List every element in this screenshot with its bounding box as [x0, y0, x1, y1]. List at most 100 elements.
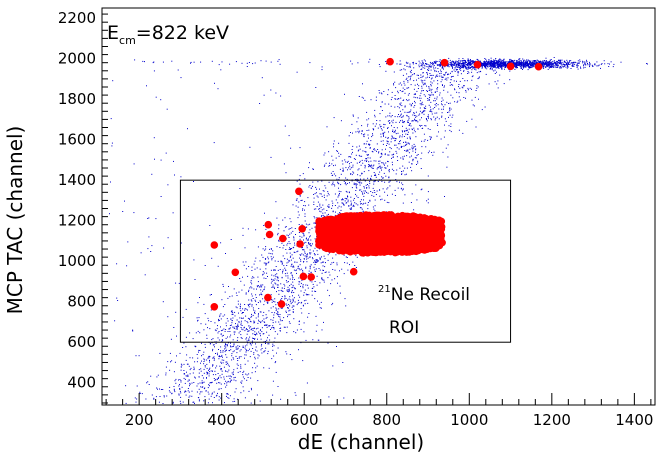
- band-event-dot: [278, 314, 279, 316]
- band-event-dot: [222, 362, 224, 364]
- band-event-dot: [488, 83, 490, 85]
- band-event-dot: [349, 163, 350, 165]
- band-event-dot: [463, 70, 465, 72]
- band-event-dot: [263, 333, 265, 335]
- band-event-dot: [457, 100, 459, 102]
- band-event-dot: [252, 367, 254, 369]
- band-event-dot: [447, 156, 449, 158]
- band-event-dot: [151, 394, 153, 396]
- band-event-dot: [225, 325, 227, 327]
- band-event-dot: [422, 80, 424, 82]
- band-event-dot: [259, 400, 261, 402]
- band-event-dot: [226, 356, 228, 358]
- band-event-dot: [393, 127, 395, 128]
- band-event-dot: [279, 269, 281, 270]
- band-event-dot: [302, 249, 304, 251]
- band-event-dot: [289, 278, 291, 280]
- band-event-dot: [306, 247, 308, 249]
- band-event-dot: [428, 70, 430, 71]
- band-event-dot: [335, 175, 337, 177]
- band-event-dot: [267, 350, 269, 352]
- beam-event-dot: [502, 63, 503, 65]
- band-event-dot: [429, 129, 431, 130]
- band-event-dot: [350, 167, 352, 169]
- stray-event-dot: [290, 221, 292, 223]
- beam-event-dot: [448, 66, 450, 68]
- beam-event-dot: [248, 62, 250, 63]
- stray-event-dot: [133, 212, 135, 214]
- band-event-dot: [315, 192, 317, 194]
- band-event-dot: [293, 265, 294, 267]
- beam-event-dot: [551, 65, 553, 67]
- band-event-dot: [373, 181, 375, 183]
- band-event-dot: [298, 214, 300, 216]
- band-event-dot: [203, 351, 205, 353]
- band-event-dot: [180, 380, 182, 382]
- band-event-dot: [352, 261, 354, 263]
- beam-event-dot: [521, 67, 523, 69]
- band-event-dot: [343, 204, 345, 206]
- band-event-dot: [193, 368, 195, 370]
- band-event-dot: [291, 264, 293, 266]
- band-event-dot: [234, 376, 236, 378]
- band-event-dot: [210, 395, 212, 397]
- band-event-dot: [233, 333, 235, 335]
- band-event-dot: [392, 164, 393, 166]
- stray-event-dot: [299, 147, 301, 149]
- beam-event-dot: [475, 60, 477, 62]
- band-event-dot: [412, 147, 414, 149]
- beam-event-dot: [497, 64, 499, 66]
- band-event-dot: [165, 374, 167, 376]
- beam-event-dot: [469, 62, 471, 63]
- band-event-dot: [232, 313, 234, 315]
- band-event-dot: [425, 77, 427, 79]
- band-event-dot: [400, 113, 402, 115]
- beam-event-dot: [463, 63, 465, 65]
- stray-event-dot: [180, 176, 182, 178]
- band-event-dot: [473, 105, 475, 107]
- band-event-dot: [451, 71, 453, 73]
- beam-event-dot: [495, 66, 497, 68]
- beam-event-dot: [490, 61, 492, 63]
- band-event-dot: [361, 172, 363, 174]
- band-event-dot: [270, 294, 272, 296]
- band-event-dot: [394, 131, 396, 133]
- band-event-dot: [453, 80, 455, 82]
- band-event-dot: [428, 68, 430, 70]
- band-event-dot: [369, 147, 371, 149]
- beam-event-dot: [501, 61, 503, 63]
- beam-event-dot: [516, 66, 518, 68]
- beam-event-dot: [498, 67, 499, 69]
- band-event-dot: [170, 361, 171, 363]
- band-event-dot: [210, 309, 212, 311]
- band-event-dot: [327, 205, 329, 207]
- band-event-dot: [236, 328, 238, 330]
- band-event-dot: [228, 365, 230, 367]
- band-event-dot: [385, 70, 387, 72]
- band-event-dot: [442, 151, 444, 153]
- band-event-dot: [275, 266, 277, 267]
- stray-event-dot: [163, 247, 165, 249]
- band-event-dot: [212, 365, 213, 367]
- band-event-dot: [191, 390, 193, 392]
- stray-event-dot: [291, 287, 293, 289]
- band-event-dot: [344, 298, 346, 300]
- band-event-dot: [464, 80, 466, 82]
- band-event-dot: [374, 192, 376, 193]
- band-event-dot: [241, 317, 243, 319]
- band-event-dot: [308, 273, 310, 274]
- band-event-dot: [289, 249, 291, 250]
- band-event-dot: [308, 294, 310, 296]
- band-event-dot: [311, 290, 313, 292]
- band-event-dot: [356, 195, 358, 197]
- band-event-dot: [444, 66, 446, 68]
- band-event-dot: [318, 268, 320, 269]
- band-event-dot: [260, 335, 261, 337]
- band-event-dot: [400, 116, 402, 118]
- band-event-dot: [244, 345, 246, 347]
- band-event-dot: [270, 319, 272, 321]
- band-event-dot: [379, 189, 380, 191]
- band-event-dot: [427, 175, 429, 177]
- band-event-dot: [319, 303, 321, 305]
- stray-event-dot: [344, 93, 345, 95]
